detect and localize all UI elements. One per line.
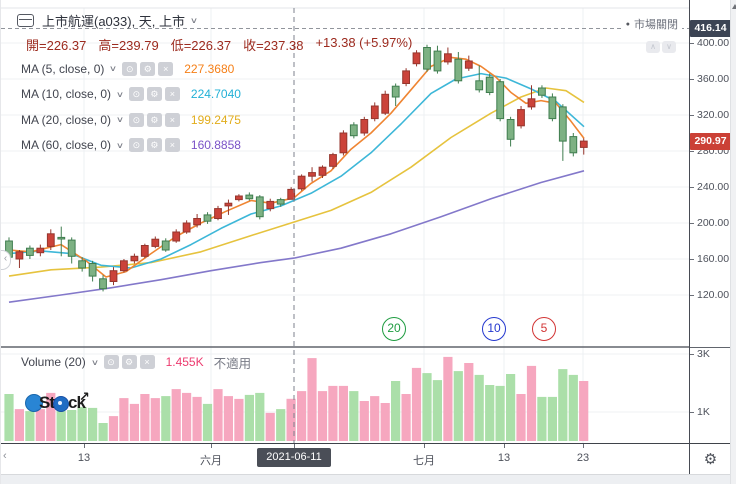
indicator-value: 224.7040 bbox=[190, 87, 241, 101]
indicator-gear-button[interactable]: ⚙ bbox=[146, 138, 162, 152]
time-tick-label: 七月 bbox=[413, 455, 435, 467]
time-tick-label: 13 bbox=[77, 452, 91, 464]
status-dot-icon: ● bbox=[625, 21, 630, 28]
indicator-eye-button[interactable]: ⊙ bbox=[128, 138, 144, 152]
drawing-circle-20[interactable]: 20 bbox=[382, 317, 406, 341]
time-tick-label: 23 bbox=[576, 452, 590, 464]
indicator-gear-button[interactable]: ⚙ bbox=[140, 61, 156, 76]
chevron-down-icon[interactable]: ∨ bbox=[115, 89, 125, 99]
price-axis[interactable]: 416.14 290.97 400.00 360.00 320.00 280.00 24… bbox=[689, 0, 731, 474]
logo-circle-icon bbox=[25, 394, 43, 412]
price-chart-canvas[interactable] bbox=[1, 0, 689, 443]
open-value: 開=226.37 bbox=[26, 38, 87, 53]
indicator-gear-button[interactable]: ⚙ bbox=[121, 355, 137, 369]
indicator-value: 227.3680 bbox=[184, 61, 235, 76]
indicator-row: MA (60, close, 0) ∨ ⊙ ⚙ × 160.8858 bbox=[21, 138, 241, 153]
volume-value: 1.455K bbox=[165, 355, 204, 369]
stock-logo: St ck ↗ bbox=[25, 389, 96, 413]
change-value: +13.38 (+5.97%) bbox=[315, 35, 413, 50]
logo-o-icon bbox=[53, 396, 69, 412]
scroll-arrow-up-icon[interactable] bbox=[731, 4, 736, 9]
symbol-title-row[interactable]: 上市航運(a033), 天, 上市 ∨ bbox=[17, 11, 199, 29]
indicator-label[interactable]: MA (20, close, 0) bbox=[21, 112, 112, 127]
indicator-eye-button[interactable]: ⊙ bbox=[122, 61, 138, 76]
price-tick-label: 3K bbox=[697, 347, 710, 360]
volume-bars bbox=[4, 356, 589, 441]
indicator-label[interactable]: MA (5, close, 0) bbox=[21, 61, 105, 76]
volume-label[interactable]: Volume (20) bbox=[21, 355, 86, 369]
indicator-close-button[interactable]: × bbox=[158, 61, 174, 76]
time-tick-label: 13 bbox=[497, 452, 511, 464]
chevron-down-icon[interactable]: ∨ bbox=[90, 357, 99, 367]
scroll-down-button[interactable]: ∨ bbox=[662, 41, 676, 53]
scroll-up-button[interactable]: ∧ bbox=[646, 41, 660, 53]
indicator-label[interactable]: MA (60, close, 0) bbox=[21, 138, 112, 152]
market-status-label: ● 市場關閉 bbox=[621, 18, 682, 32]
indicator-gear-button[interactable]: ⚙ bbox=[146, 87, 162, 101]
chevron-down-icon[interactable]: ∨ bbox=[109, 64, 118, 73]
chevron-down-icon[interactable]: ∨ bbox=[115, 115, 125, 124]
time-axis[interactable]: ‹ 13 六月 七月 13 23 2021-06-11 bbox=[1, 443, 689, 475]
indicator-close-button[interactable]: × bbox=[164, 87, 180, 101]
chevron-down-icon[interactable]: ∨ bbox=[115, 140, 125, 150]
indicator-close-button[interactable]: × bbox=[139, 355, 155, 369]
symbol-title[interactable]: 上市航運(a033), 天, 上市 bbox=[42, 13, 186, 29]
high-value: 高=239.79 bbox=[98, 38, 159, 53]
price-tick-label: 120.00 bbox=[697, 288, 730, 301]
volume-note: 不適用 bbox=[213, 356, 252, 371]
indicator-eye-button[interactable]: ⊙ bbox=[128, 112, 144, 127]
pane-divider[interactable] bbox=[690, 347, 731, 349]
indicator-legend: MA (5, close, 0) ∨ ⊙ ⚙ × 227.3680 MA (10, clos… bbox=[21, 61, 241, 153]
chevron-down-icon[interactable]: ∨ bbox=[189, 15, 199, 25]
market-status-text: 市場關閉 bbox=[634, 19, 678, 31]
indicator-close-button[interactable]: × bbox=[164, 112, 180, 127]
indicator-close-button[interactable]: × bbox=[164, 138, 180, 152]
logo-arrow-icon: ↗ bbox=[78, 389, 90, 404]
time-tick-label: 六月 bbox=[200, 455, 222, 467]
indicator-gear-button[interactable]: ⚙ bbox=[146, 112, 162, 127]
bottom-strip bbox=[1, 474, 730, 484]
price-tick-label: 240.00 bbox=[697, 180, 730, 193]
axis-left-arrow-icon[interactable]: ‹ bbox=[3, 450, 7, 462]
candles bbox=[5, 44, 588, 292]
indicator-eye-button[interactable]: ⊙ bbox=[128, 87, 144, 101]
price-tick-label: 160.00 bbox=[697, 252, 730, 265]
price-tick-label: 320.00 bbox=[697, 108, 730, 121]
crosshair-date-badge: 2021-06-11 bbox=[257, 448, 331, 467]
low-value: 低=226.37 bbox=[170, 38, 232, 53]
indicator-value: 199.2475 bbox=[190, 112, 241, 127]
price-tick-label: 200.00 bbox=[697, 216, 730, 229]
last-price-badge: 290.97 bbox=[690, 132, 731, 150]
indicator-label[interactable]: MA (10, close, 0) bbox=[21, 87, 112, 101]
price-tick-label: 360.00 bbox=[697, 72, 730, 85]
price-tick-label: 1K bbox=[697, 405, 710, 418]
ma-line-10 bbox=[8, 72, 585, 269]
indicator-eye-button[interactable]: ⊙ bbox=[103, 355, 119, 369]
indicator-row: MA (20, close, 0) ∨ ⊙ ⚙ × 199.2475 bbox=[21, 112, 241, 127]
symbol-collapse-icon[interactable] bbox=[17, 13, 34, 27]
indicator-value: 160.8858 bbox=[190, 138, 241, 152]
close-value: 收=237.38 bbox=[243, 38, 304, 53]
ma-line-60 bbox=[8, 170, 585, 303]
ohlc-row: 開=226.37 高=239.79 低=226.37 收=237.38 +13.… bbox=[26, 35, 412, 54]
drawing-circle-5[interactable]: 5 bbox=[532, 317, 556, 341]
price-line-badge: 416.14 bbox=[690, 19, 731, 37]
volume-legend-row: Volume (20) ∨ ⊙ ⚙ × 1.455K 不適用 bbox=[21, 354, 252, 371]
price-tick-label: 400.00 bbox=[697, 36, 730, 49]
indicator-row: MA (10, close, 0) ∨ ⊙ ⚙ × 224.7040 bbox=[21, 87, 241, 102]
ma-line-5 bbox=[8, 56, 585, 278]
scrollbar[interactable] bbox=[730, 0, 736, 484]
settings-gear-icon[interactable]: ⚙ bbox=[703, 451, 718, 468]
drawing-circle-10[interactable]: 10 bbox=[482, 317, 506, 341]
indicator-row: MA (5, close, 0) ∨ ⊙ ⚙ × 227.3680 bbox=[21, 61, 241, 76]
